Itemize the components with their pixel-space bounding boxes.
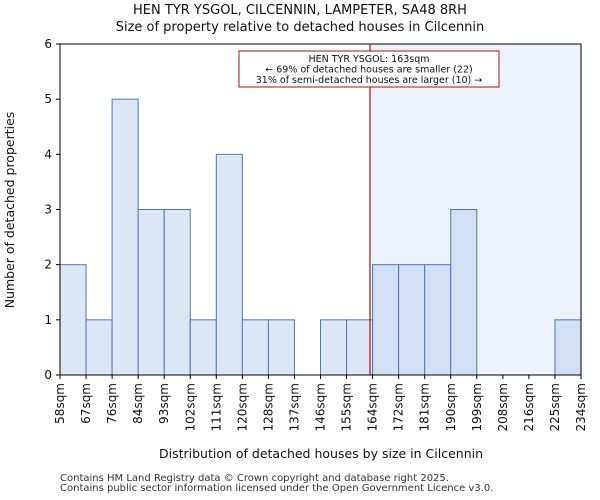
bar <box>267 319 295 376</box>
x-tick-label: 155sqm <box>340 383 354 431</box>
bar <box>450 209 478 376</box>
y-tick-label: 6 <box>44 37 52 51</box>
y-tick-label: 5 <box>44 92 52 106</box>
bar <box>372 264 400 376</box>
bar <box>137 209 165 376</box>
x-tick-label: 111sqm <box>209 383 223 431</box>
x-tick-label: 137sqm <box>287 383 301 431</box>
chart-subtitle: Size of property relative to detached ho… <box>116 20 485 35</box>
bar <box>215 153 243 376</box>
x-tick-label: 93sqm <box>157 383 171 424</box>
chart-title: HEN TYR YSGOL, CILCENNIN, LAMPETER, SA48… <box>133 3 467 18</box>
bar <box>85 319 113 376</box>
x-tick-label: 102sqm <box>183 383 197 431</box>
x-tick-label: 146sqm <box>314 383 328 431</box>
x-tick-label: 172sqm <box>392 383 406 431</box>
annotation-line: ← 69% of detached houses are smaller (22… <box>265 65 472 76</box>
x-tick-label: 225sqm <box>548 383 562 431</box>
x-tick-label: 208sqm <box>496 383 510 431</box>
x-tick-label: 76sqm <box>105 383 119 424</box>
y-axis-label: Number of detached properties <box>2 112 17 309</box>
annotation-box <box>238 50 500 88</box>
annotation-line: 31% of semi-detached houses are larger (… <box>256 75 483 86</box>
bar <box>111 98 139 376</box>
x-tick-label: 199sqm <box>470 383 484 431</box>
bar <box>346 319 374 376</box>
y-tick-label: 4 <box>44 147 52 161</box>
x-tick-label: 67sqm <box>79 383 93 424</box>
bar <box>189 319 217 376</box>
footer-line-2: Contains public sector information licen… <box>60 483 494 494</box>
y-tick-label: 1 <box>44 313 52 327</box>
bar <box>424 264 452 376</box>
x-tick-label: 190sqm <box>444 383 458 431</box>
x-tick-label: 181sqm <box>418 383 432 431</box>
bar <box>241 319 269 376</box>
footer-line-1: Contains HM Land Registry data © Crown c… <box>60 473 449 484</box>
x-tick-label: 120sqm <box>235 383 249 431</box>
x-tick-label: 164sqm <box>366 383 380 431</box>
bar <box>398 264 426 376</box>
x-tick-label: 58sqm <box>53 383 67 424</box>
y-tick-label: 0 <box>44 368 52 382</box>
x-tick-label: 84sqm <box>131 383 145 424</box>
x-tick-label: 128sqm <box>261 383 275 431</box>
bar <box>163 209 191 376</box>
annotation-line: HEN TYR YSGOL: 163sqm <box>308 54 429 65</box>
x-tick-label: 216sqm <box>522 383 536 431</box>
bar <box>554 319 582 376</box>
bar <box>59 264 87 376</box>
y-tick-label: 2 <box>44 258 52 272</box>
y-tick-label: 3 <box>44 203 52 217</box>
bar <box>320 319 348 376</box>
x-tick-label: 234sqm <box>574 383 588 431</box>
x-axis-label: Distribution of detached houses by size … <box>159 446 483 461</box>
